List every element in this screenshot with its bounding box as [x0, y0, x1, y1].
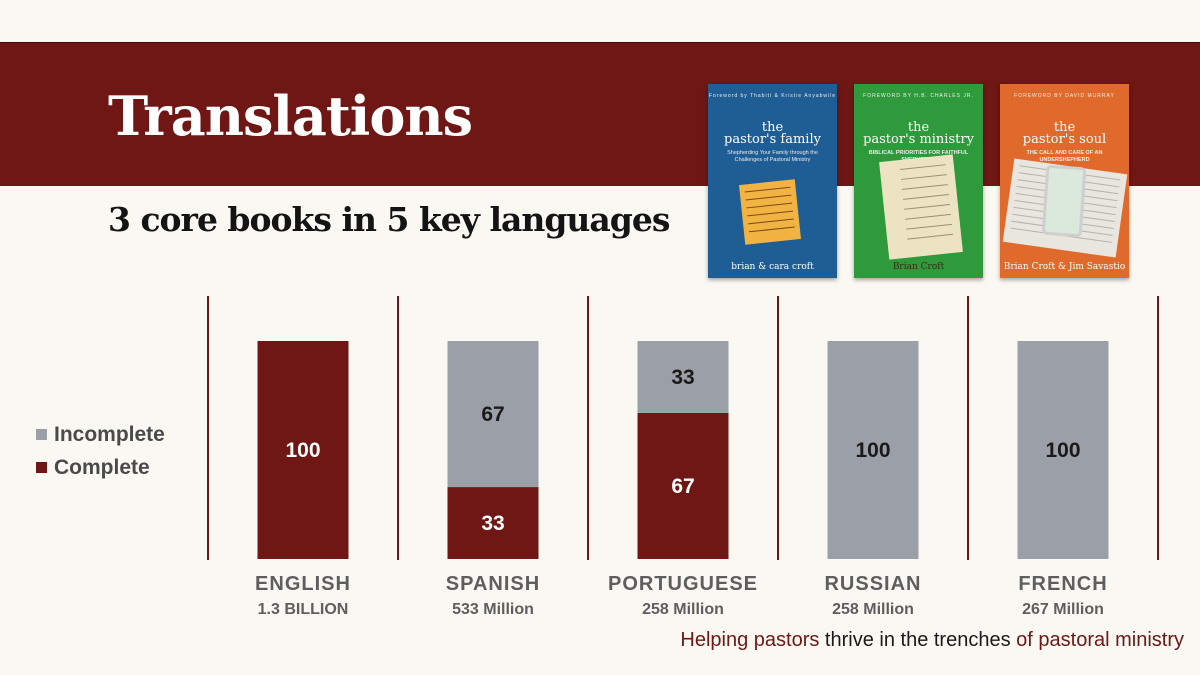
book-title-line1: the	[907, 120, 930, 135]
speaker-count-french: 267 Million	[1022, 601, 1104, 618]
category-label-french: FRENCH	[1018, 573, 1108, 595]
book-title: the pastor's soul	[1000, 120, 1129, 147]
tagline-part1: Helping pastors	[680, 629, 820, 651]
legend-label-incomplete: Incomplete	[54, 422, 165, 446]
data-label-complete-english: 100	[285, 439, 320, 462]
bar-complete-english	[257, 341, 349, 559]
page-subtitle: 3 core books in 5 key languages	[108, 200, 670, 239]
book-foreword: Foreword by Thabiti & Kristie Anyabwile	[708, 93, 836, 99]
book-subtitle: THE CALL AND CARE OF AN UNDERSHEPHERD	[1026, 150, 1103, 163]
top-border	[0, 0, 1200, 42]
book-foreword: FOREWORD BY H.B. CHARLES JR.	[863, 93, 974, 99]
bar-incomplete-portuguese	[637, 341, 729, 413]
bar-complete-portuguese	[637, 412, 729, 559]
speaker-count-portuguese: 258 Million	[642, 601, 724, 618]
tagline-part2: thrive in the trenches	[819, 629, 1017, 651]
legend-label-complete: Complete	[54, 455, 150, 479]
book-cover-pastors-ministry: FOREWORD BY H.B. CHARLES JR. the pastor'…	[854, 84, 983, 278]
bar-incomplete-spanish	[447, 341, 539, 488]
book-title-line2: pastor's ministry	[863, 132, 974, 147]
book-title-line1: the	[761, 120, 784, 135]
book-cover-pastors-soul: FOREWORD BY DAVID MURRAY the pastor's so…	[1000, 84, 1129, 278]
speaker-count-english: 1.3 BILLION	[257, 601, 349, 618]
bar-complete-spanish	[447, 487, 539, 559]
book-title: the pastor's family	[708, 120, 837, 147]
category-label-english: ENGLISH	[255, 573, 351, 595]
data-label-incomplete-spanish: 67	[481, 403, 504, 426]
book-subtitle: Shepherding Your Family through the Chal…	[727, 150, 818, 163]
data-label-incomplete-portuguese: 33	[671, 366, 694, 389]
tagline-part3: of pastoral ministry	[1016, 629, 1184, 651]
category-label-spanish: SPANISH	[445, 573, 541, 595]
book-author: Brian Croft	[892, 262, 945, 272]
book-title-line1: the	[1053, 120, 1076, 135]
legend-item-incomplete: Incomplete	[36, 418, 165, 451]
book-foreword: FOREWORD BY DAVID MURRAY	[1014, 93, 1115, 99]
chart-legend: Incomplete Complete	[36, 418, 165, 484]
legend-swatch-incomplete	[36, 429, 47, 440]
data-label-complete-portuguese: 67	[671, 475, 694, 498]
speaker-count-russian: 258 Million	[832, 601, 914, 618]
legend-swatch-complete	[36, 462, 47, 473]
data-label-incomplete-russian: 100	[855, 439, 890, 462]
book-author: Brian Croft & Jim Savastio	[1003, 262, 1126, 272]
data-label-incomplete-french: 100	[1045, 439, 1080, 462]
data-label-complete-spanish: 33	[481, 512, 504, 535]
bar-incomplete-french	[1017, 341, 1109, 559]
book-title-line2: pastor's family	[724, 132, 821, 147]
speaker-count-spanish: 533 Million	[452, 601, 534, 618]
book-title: the pastor's ministry	[854, 120, 983, 147]
category-label-portuguese: PORTUGUESE	[607, 573, 759, 595]
book-cover-pastors-family: Foreword by Thabiti & Kristie Anyabwile …	[708, 84, 837, 278]
tagline: Helping pastors thrive in the trenches o…	[680, 629, 1184, 652]
legend-item-complete: Complete	[36, 451, 165, 484]
book-title-line2: pastor's soul	[1022, 132, 1107, 147]
book-author: brian & cara croft	[731, 262, 814, 272]
bar-incomplete-russian	[827, 341, 919, 559]
page-title: Translations	[108, 84, 473, 148]
category-label-russian: RUSSIAN	[824, 573, 922, 595]
